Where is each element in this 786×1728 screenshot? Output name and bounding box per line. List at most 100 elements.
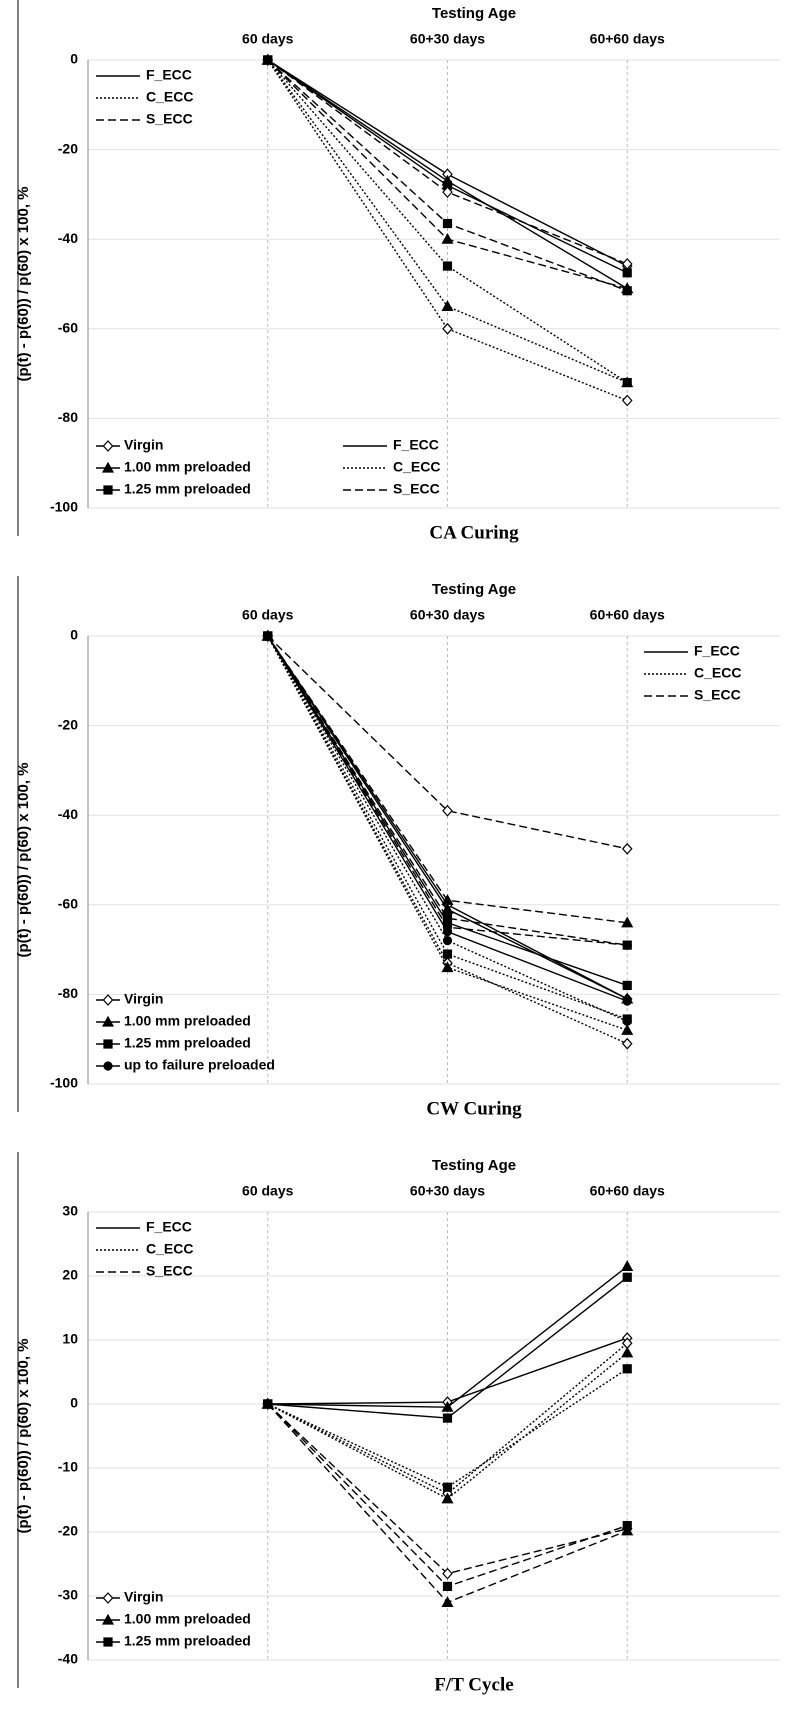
marker-square <box>442 1413 453 1423</box>
y-axis-label: (p(t) - p(60)) / p(60) x 100, % <box>15 1338 32 1533</box>
marker-square <box>622 377 632 388</box>
y-tick-label: -80 <box>58 409 78 425</box>
legend-label: S_ECC <box>146 111 193 127</box>
legend-label: C_ECC <box>393 459 440 475</box>
marker-diamond <box>442 322 453 335</box>
marker-circle <box>442 936 453 946</box>
legend-label: F_ECC <box>694 643 740 659</box>
marker-square <box>263 55 273 65</box>
legend-label: 1.25 mm preloaded <box>124 481 251 497</box>
x-tick-label: 60+30 days <box>410 31 485 47</box>
y-tick-label: -20 <box>58 716 78 732</box>
legend-label: Virgin <box>124 991 163 1007</box>
y-tick-label: -20 <box>58 140 78 156</box>
marker-diamond <box>621 842 633 855</box>
marker-triangle <box>441 1492 454 1504</box>
x-tick-label: 60+30 days <box>410 1183 485 1199</box>
marker-triangle <box>441 1596 454 1607</box>
axis-title: Testing Age <box>432 581 516 598</box>
x-tick-label: 60 days <box>242 1183 294 1199</box>
marker-square <box>442 1581 453 1592</box>
legend-label: 1.00 mm preloaded <box>124 1611 251 1627</box>
marker-square <box>442 218 453 229</box>
x-tick-label: 60+30 days <box>410 607 485 623</box>
marker-circle <box>103 1061 113 1071</box>
y-tick-label: 0 <box>70 51 78 67</box>
series-line <box>267 635 628 850</box>
x-tick-label: 60+60 days <box>590 607 665 623</box>
marker-circle <box>622 996 632 1006</box>
legend-label: 1.00 mm preloaded <box>124 1013 251 1029</box>
marker-diamond <box>621 257 633 270</box>
marker-square <box>442 1482 453 1492</box>
legend-label: S_ECC <box>694 687 741 703</box>
marker-square <box>263 1399 273 1409</box>
marker-circle <box>622 940 632 950</box>
marker-circle <box>442 922 453 932</box>
marker-triangle <box>441 903 454 914</box>
marker-triangle <box>621 1346 634 1358</box>
marker-square <box>442 261 453 271</box>
legend-label: C_ECC <box>146 1241 193 1257</box>
y-tick-label: -30 <box>58 1587 78 1603</box>
caption: F/T Cycle <box>434 1674 513 1695</box>
y-tick-label: 10 <box>62 1331 78 1347</box>
legend-label: F_ECC <box>146 1219 192 1235</box>
legend-label: S_ECC <box>146 1263 193 1279</box>
caption: CW Curing <box>426 1098 522 1119</box>
marker-square <box>103 485 113 495</box>
series-line <box>267 59 628 402</box>
y-tick-label: -40 <box>58 1651 78 1667</box>
y-tick-label: -100 <box>50 499 78 515</box>
marker-diamond <box>442 186 453 199</box>
x-tick-label: 60 days <box>242 31 294 47</box>
series-line <box>267 1368 628 1488</box>
series-line <box>267 1352 628 1500</box>
marker-diamond <box>102 1592 114 1604</box>
legend-label: F_ECC <box>393 437 439 453</box>
marker-triangle <box>441 961 454 973</box>
axis-title: Testing Age <box>432 5 516 22</box>
marker-square <box>103 1039 113 1049</box>
x-tick-label: 60+60 days <box>590 1183 665 1199</box>
marker-diamond <box>621 1037 633 1050</box>
marker-diamond <box>102 440 114 452</box>
series-line <box>267 635 628 946</box>
marker-square <box>622 1364 632 1374</box>
legend-label: 1.25 mm preloaded <box>124 1035 251 1051</box>
y-tick-label: 20 <box>62 1267 78 1283</box>
marker-diamond <box>442 1567 453 1580</box>
legend-label: C_ECC <box>694 665 741 681</box>
marker-triangle <box>441 232 454 244</box>
y-tick-label: 30 <box>62 1203 78 1219</box>
marker-triangle <box>621 1260 634 1271</box>
legend-label: 1.25 mm preloaded <box>124 1633 251 1649</box>
caption: CA Curing <box>429 522 519 543</box>
marker-triangle <box>441 300 454 311</box>
marker-triangle <box>621 916 634 928</box>
marker-circle <box>622 1016 632 1026</box>
y-axis-label: (p(t) - p(60)) / p(60) x 100, % <box>15 762 32 957</box>
legend-label: Virgin <box>124 437 163 453</box>
legend-label: Virgin <box>124 1589 163 1605</box>
legend-label: F_ECC <box>146 67 192 83</box>
y-tick-label: -100 <box>50 1075 78 1091</box>
x-tick-label: 60+60 days <box>590 31 665 47</box>
marker-square <box>622 1272 632 1282</box>
y-tick-label: -80 <box>58 985 78 1001</box>
y-tick-label: 0 <box>70 627 78 643</box>
y-tick-label: -40 <box>58 806 78 822</box>
x-tick-label: 60 days <box>242 607 294 623</box>
legend-label: S_ECC <box>393 481 440 497</box>
marker-square <box>622 286 632 296</box>
axis-title: Testing Age <box>432 1157 516 1174</box>
y-axis-label: (p(t) - p(60)) / p(60) x 100, % <box>15 186 32 381</box>
y-tick-label: 0 <box>70 1395 78 1411</box>
marker-diamond <box>102 994 114 1006</box>
y-tick-label: -20 <box>58 1523 78 1539</box>
y-tick-label: -60 <box>58 896 78 912</box>
y-tick-label: -60 <box>58 320 78 336</box>
marker-square <box>103 1637 113 1647</box>
